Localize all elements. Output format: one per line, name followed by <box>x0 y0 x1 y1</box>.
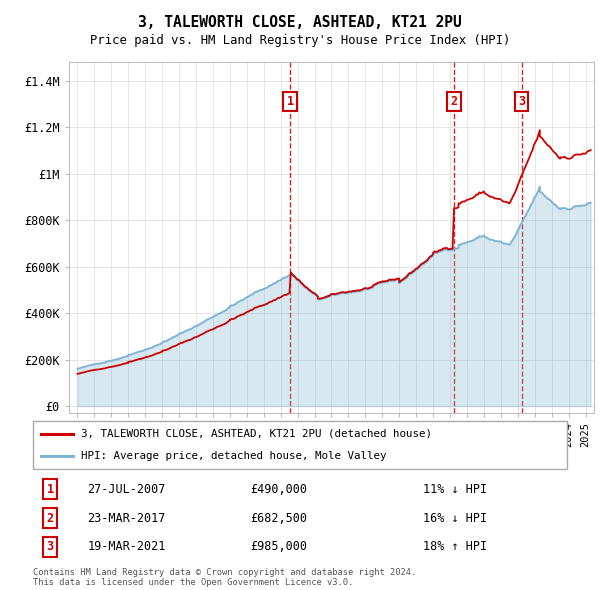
Text: £490,000: £490,000 <box>250 483 307 496</box>
Text: 3, TALEWORTH CLOSE, ASHTEAD, KT21 2PU: 3, TALEWORTH CLOSE, ASHTEAD, KT21 2PU <box>138 15 462 30</box>
Text: 23-MAR-2017: 23-MAR-2017 <box>87 512 166 525</box>
FancyBboxPatch shape <box>33 421 567 469</box>
Text: Contains HM Land Registry data © Crown copyright and database right 2024.
This d: Contains HM Land Registry data © Crown c… <box>33 568 416 587</box>
Text: £682,500: £682,500 <box>250 512 307 525</box>
Text: 16% ↓ HPI: 16% ↓ HPI <box>423 512 487 525</box>
Text: 3: 3 <box>518 95 525 108</box>
Text: 3: 3 <box>47 540 53 553</box>
Text: 11% ↓ HPI: 11% ↓ HPI <box>423 483 487 496</box>
Text: 1: 1 <box>287 95 294 108</box>
Text: 3, TALEWORTH CLOSE, ASHTEAD, KT21 2PU (detached house): 3, TALEWORTH CLOSE, ASHTEAD, KT21 2PU (d… <box>81 429 432 439</box>
Text: 2: 2 <box>47 512 53 525</box>
Text: 27-JUL-2007: 27-JUL-2007 <box>87 483 166 496</box>
Text: Price paid vs. HM Land Registry's House Price Index (HPI): Price paid vs. HM Land Registry's House … <box>90 34 510 47</box>
Text: 2: 2 <box>450 95 457 108</box>
Text: 1: 1 <box>47 483 53 496</box>
Text: 19-MAR-2021: 19-MAR-2021 <box>87 540 166 553</box>
Text: £985,000: £985,000 <box>250 540 307 553</box>
Text: 18% ↑ HPI: 18% ↑ HPI <box>423 540 487 553</box>
Text: HPI: Average price, detached house, Mole Valley: HPI: Average price, detached house, Mole… <box>81 451 386 461</box>
